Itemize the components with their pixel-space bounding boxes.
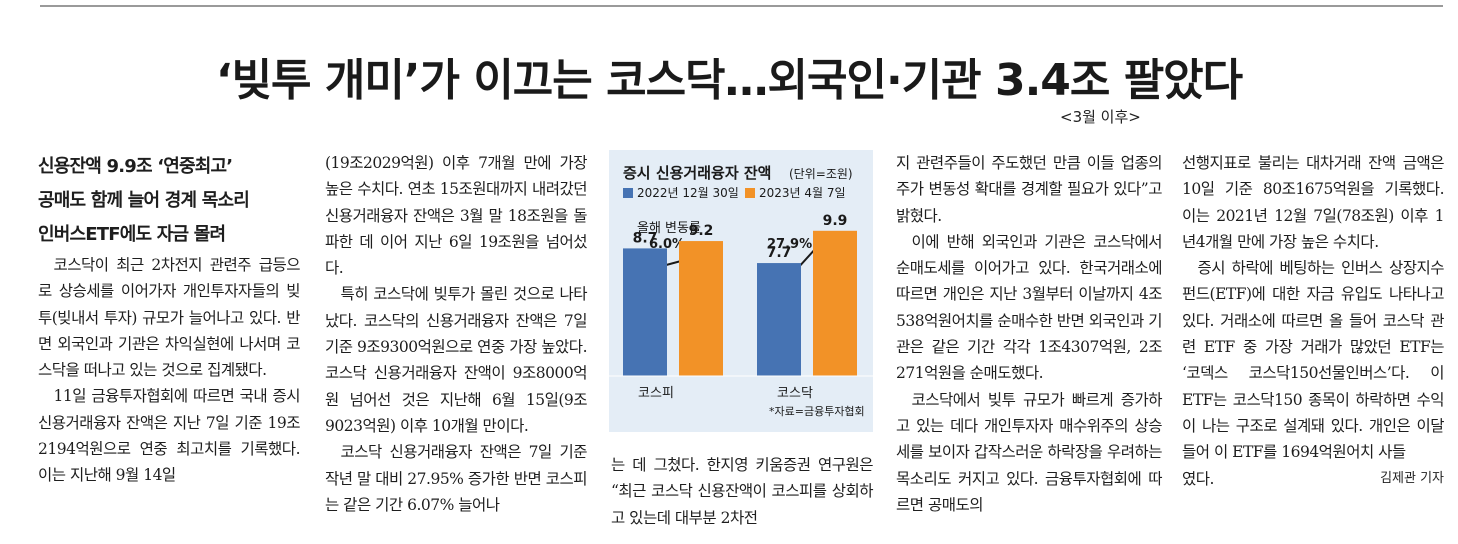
subhead-3: 인버스ETF에도 자금 몰려 [38, 224, 226, 245]
data-label: 9.2 [689, 223, 714, 239]
bar-kosdaq-series1 [757, 263, 801, 376]
paragraph: 증시 하락에 베팅하는 인버스 상장지수펀드(ETF)에 대한 자금 유입도 나… [1182, 259, 1445, 462]
subheads: 신용잔액 9.9조 ‘연중최고’ 공매도 함께 늘어 경계 목소리 인버스ETF… [38, 150, 300, 252]
category-label-kosdaq: 코스닥 [777, 386, 813, 401]
paragraph: 11일 금융투자협회에 따르면 국내 증시 신용거래융자 잔액은 지난 7일 기… [38, 387, 301, 485]
headline: ‘빚투 개미’가 이끄는 코스닥…외국인·기관 3.4조 팔았다 [215, 55, 1243, 106]
paragraph: 선행지표로 불리는 대차거래 잔액 금액은 10일 기준 80조1675억원을 … [1182, 154, 1445, 251]
change-value-kosdaq: 27.9% [767, 237, 812, 252]
subhead-1: 신용잔액 9.9조 ‘연중최고’ [38, 156, 233, 177]
change-value-kospi: 6.0% [649, 237, 685, 252]
column-4: 지 관련주들이 주도했던 만큼 이들 업종의 주가 변동성 확대를 경계할 필요… [896, 150, 1163, 518]
last-line: 였다. 김제관 기자 [1182, 466, 1444, 492]
chart-credit-balance: 증시 신용거래융자 잔액 (단위=조원) 2022년 12월 30일 2023년… [609, 150, 873, 432]
chart-source: *자료=금융투자협회 [769, 405, 865, 418]
column-1: 신용잔액 9.9조 ‘연중최고’ 공매도 함께 늘어 경계 목소리 인버스ETF… [38, 150, 301, 489]
paragraph-end: 였다. [1182, 469, 1214, 488]
byline: 김제관 기자 [1380, 470, 1444, 486]
change-label: 올해 변동률 [637, 221, 701, 236]
chart-title: 증시 신용거래융자 잔액 [623, 164, 771, 182]
paragraph: 코스닥 신용거래융자 잔액은 7일 기준 작년 말 대비 27.95% 증가한 … [325, 443, 588, 514]
period-note: <3월 이후> [1060, 108, 1141, 126]
paragraph: 는 데 그쳤다. 한지영 키움증권 연구원은 “최근 코스닥 신용잔액이 코스피… [611, 456, 874, 527]
paragraph: 코스닥에서 빚투 규모가 빠르게 증가하고 있는 데다 개인투자자 매수위주의 … [896, 390, 1163, 514]
column-5: 선행지표로 불리는 대차거래 잔액 금액은 10일 기준 80조1675억원을 … [1182, 150, 1445, 492]
legend-label-2: 2023년 4월 7일 [759, 186, 846, 200]
subhead-2: 공매도 함께 늘어 경계 목소리 [38, 190, 250, 211]
legend-label-1: 2022년 12월 30일 [637, 186, 739, 200]
data-label: 7.7 [767, 245, 792, 261]
data-label: 8.7 [633, 230, 658, 246]
top-rule [40, 5, 1443, 7]
bar-kosdaq-series2 [813, 230, 857, 376]
paragraph: 지 관련주들이 주도했던 만큼 이들 업종의 주가 변동성 확대를 경계할 필요… [896, 154, 1163, 225]
data-label: 9.9 [823, 213, 848, 229]
chart-svg: 증시 신용거래융자 잔액 (단위=조원) 2022년 12월 30일 2023년… [609, 164, 873, 418]
column-3: 는 데 그쳤다. 한지영 키움증권 연구원은 “최근 코스닥 신용잔액이 코스피… [611, 452, 874, 531]
legend-swatch-1 [623, 188, 633, 198]
column-2: (19조2029억원) 이후 7개월 만에 가장 높은 수치다. 연초 15조원… [325, 150, 588, 518]
bar-group: 8.7 9.2 7.7 9.9 [623, 213, 857, 376]
category-label-kospi: 코스피 [638, 386, 674, 401]
legend-swatch-2 [745, 188, 755, 198]
paragraph: 이에 반해 외국인과 기관은 코스닥에서 순매도세를 이어가고 있다. 한국거래… [896, 232, 1163, 383]
bar-kospi-series1 [623, 248, 667, 376]
bar-kospi-series2 [679, 241, 723, 376]
chart-unit: (단위=조원) [789, 167, 853, 181]
paragraph: 특히 코스닥에 빚투가 몰린 것으로 나타났다. 코스닥의 신용거래융자 잔액은… [325, 285, 588, 435]
paragraph: 코스닥이 최근 2차전지 관련주 급등으로 상승세를 이어가자 개인투자자들의 … [38, 256, 301, 380]
paragraph: (19조2029억원) 이후 7개월 만에 가장 높은 수치다. 연초 15조원… [325, 154, 588, 278]
